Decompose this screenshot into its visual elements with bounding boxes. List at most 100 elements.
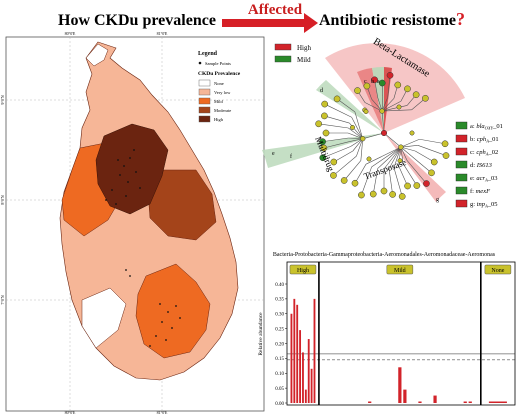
y-tick-label-3: 0.15	[275, 357, 284, 362]
bar-high-2	[296, 305, 298, 403]
tree-leaf-node	[321, 113, 327, 119]
tree-leaf-node	[381, 188, 387, 194]
gene-legend-swatch-1	[456, 135, 467, 142]
node-label-c: c	[364, 79, 367, 85]
tree-leaf-node	[442, 141, 448, 147]
y-tick-label-8: 0.40	[275, 283, 284, 288]
map-left-tick-1: 8°0'N	[0, 195, 5, 204]
group-tag-label-0: High	[297, 268, 309, 274]
gene-legend-label-5: f: mexF	[470, 188, 491, 195]
bar-mild-19	[418, 402, 421, 403]
gene-legend-swatch-4	[456, 174, 467, 181]
bar-mild-16	[403, 390, 406, 403]
tree-leaf-node	[316, 121, 322, 127]
node-label-d: d	[320, 88, 323, 94]
tree-edge-root-transposase	[384, 133, 401, 147]
gene-legend-label-1: b: cphA_01	[470, 136, 499, 144]
group-tag-label-2: None	[491, 268, 504, 274]
map-legend-title: Legend	[198, 51, 218, 57]
tree-leaf-node	[423, 180, 429, 186]
y-tick-label-0: 0.00	[275, 402, 284, 407]
bar-high-4	[302, 352, 304, 403]
bar-high-1	[293, 299, 295, 403]
tree-leaf-node	[330, 172, 336, 178]
node-label-a: a	[377, 79, 380, 85]
tree-leaf-node	[413, 92, 419, 98]
gene-legend-swatch-6	[456, 200, 467, 207]
tree-inner-node	[367, 157, 371, 161]
y-tick-label-5: 0.25	[275, 327, 284, 332]
tree-edge	[324, 116, 349, 123]
gene-legend: a: blaOXY_01 b: cphA_01 c: cphA_02 d: IS613…	[456, 122, 503, 209]
map-legend-prevalence-title: CKDu Prevalence	[198, 71, 241, 77]
gene-legend-label-2: c: cphA_02	[470, 149, 498, 157]
tree-leaf-node	[414, 182, 420, 188]
tree-leaf-node	[431, 159, 437, 165]
bar-high-0	[291, 314, 293, 403]
bar-high-7	[311, 369, 313, 403]
y-tick-label-2: 0.10	[275, 372, 284, 377]
node-label-e: e	[272, 151, 275, 157]
map-top-tick-1: 81°0'E	[157, 31, 168, 36]
bar-high-6	[308, 339, 310, 403]
y-tick-label-6: 0.30	[275, 313, 284, 318]
map-legend-swatch-0	[199, 80, 210, 86]
map-legend-level-4: High	[214, 117, 224, 122]
chart-ylabel: Relative abundance	[258, 312, 264, 356]
tree-inner-node	[410, 131, 414, 135]
header-question-mark: ?	[456, 9, 465, 29]
gene-legend-label-3: d: IS613	[470, 162, 493, 169]
map-legend-swatch-4	[199, 116, 210, 122]
tree-edge	[319, 124, 349, 128]
gene-legend-swatch-5	[456, 187, 467, 194]
tree-inner-node	[360, 136, 365, 141]
chart-title: Bacteria-Protobacteria-Gammaproteobacter…	[273, 252, 496, 258]
tree-inner-node	[398, 145, 403, 150]
tree-leaf-node	[404, 183, 410, 189]
map-left-tick-2: 7°0'N	[0, 295, 5, 304]
y-tick-label-1: 0.05	[275, 387, 284, 392]
map-legend-swatch-1	[199, 89, 210, 95]
tree-leaf-node	[334, 96, 340, 102]
tree-leaf-node	[390, 191, 396, 197]
bar-chart-panel: Bacteria-Protobacteria-Gammaproteobacter…	[258, 252, 515, 407]
chart-y-axis: 0.00 0.05 0.10 0.15 0.20 0.25 0.30 0.35 0.40	[275, 283, 287, 407]
tree-root-node	[381, 130, 387, 136]
bar-mild-28	[464, 402, 467, 403]
header-right-title: Antibiotic resistome?	[319, 9, 465, 29]
bar-high-8	[314, 299, 316, 403]
bar-high-5	[305, 390, 307, 403]
tree-edge	[394, 168, 402, 197]
node-label-f: f	[290, 153, 292, 160]
map-legend-sample-points: Sample Points	[205, 61, 231, 66]
bar-mild-9	[368, 402, 371, 403]
map-legend-swatch-3	[199, 107, 210, 113]
tree-leaf-node	[443, 152, 449, 158]
gene-legend-label-4: e: acrA_03	[470, 175, 498, 183]
tree-inner-node	[364, 109, 368, 113]
map-legend-swatch-2	[199, 98, 210, 104]
bar-none-0	[489, 402, 507, 403]
map-left-tick-0: 9°0'N	[0, 95, 5, 104]
tree-inner-node	[350, 125, 354, 129]
tree-leaf-node	[352, 180, 358, 186]
map-top-tick-0: 80°0'E	[65, 31, 76, 36]
tree-edge	[418, 145, 446, 155]
tree-legend-high-label: High	[297, 44, 312, 52]
tree-leaf-node	[354, 87, 360, 93]
tree-leaf-node	[422, 95, 428, 101]
gene-legend-swatch-2	[456, 148, 467, 155]
bar-mild-29	[469, 402, 472, 403]
map-legend-level-3: Moderate	[214, 108, 231, 113]
tree-leaf-node	[404, 86, 410, 92]
map-legend-level-0: None	[214, 81, 224, 86]
tree-legend-mild-swatch	[275, 56, 291, 62]
tree-edge	[333, 156, 356, 175]
bar-high-3	[299, 330, 301, 403]
tree-legend-mild-label: Mild	[297, 56, 311, 64]
map-legend-level-1: Very low	[214, 90, 231, 95]
tree-inner-node	[397, 105, 401, 109]
tree-leaf-node	[395, 82, 401, 88]
tree-leaf-node	[379, 80, 385, 86]
